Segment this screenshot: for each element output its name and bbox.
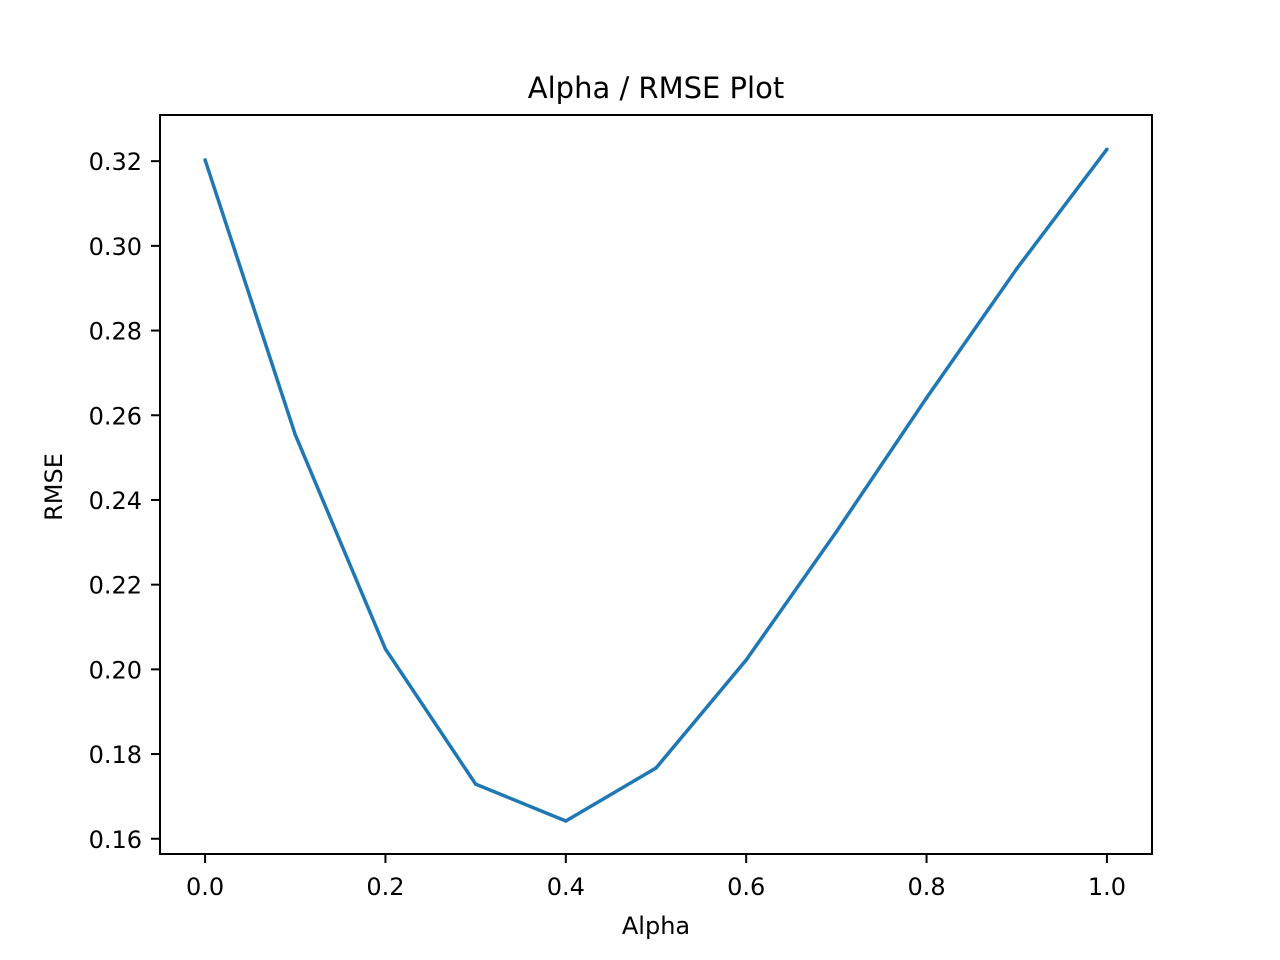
y-axis-label: RMSE bbox=[40, 453, 68, 521]
data-point bbox=[383, 647, 388, 651]
x-tick-label: 0.4 bbox=[547, 873, 585, 901]
x-tick-label: 0.6 bbox=[727, 873, 765, 901]
x-tick-label: 0.8 bbox=[907, 873, 945, 901]
chart-title: Alpha / RMSE Plot bbox=[528, 71, 784, 105]
x-tick-label: 0.0 bbox=[186, 873, 224, 901]
y-tick-label: 0.22 bbox=[89, 572, 142, 600]
y-tick-label: 0.24 bbox=[89, 487, 142, 515]
data-point bbox=[744, 658, 748, 662]
data-point bbox=[293, 432, 298, 437]
x-tick-label: 1.0 bbox=[1088, 873, 1126, 901]
data-point bbox=[834, 529, 839, 534]
data-point bbox=[1105, 147, 1109, 152]
y-tick-label: 0.18 bbox=[89, 741, 142, 769]
data-point bbox=[203, 158, 207, 162]
x-axis-label: Alpha bbox=[622, 912, 690, 940]
data-point bbox=[1014, 266, 1019, 271]
y-tick-label: 0.26 bbox=[89, 402, 142, 430]
y-tick-label: 0.16 bbox=[89, 826, 142, 854]
y-tick-label: 0.20 bbox=[89, 656, 142, 684]
x-tick-label: 0.2 bbox=[366, 873, 404, 901]
y-axis-ticks: 0.16 0.18 0.20 0.22 0.24 0.26 0.28 0.30 0.32 bbox=[89, 148, 160, 854]
data-point bbox=[564, 819, 568, 823]
y-tick-label: 0.32 bbox=[89, 148, 142, 176]
y-tick-label: 0.30 bbox=[89, 233, 142, 261]
y-tick-label: 0.28 bbox=[89, 318, 142, 346]
series-layer bbox=[203, 147, 1109, 823]
data-point bbox=[473, 782, 478, 786]
data-point bbox=[924, 396, 929, 400]
plot-area-frame bbox=[159, 114, 1153, 855]
x-axis-ticks: 0.0 0.2 0.4 0.6 0.8 1.0 bbox=[186, 854, 1126, 901]
data-point bbox=[654, 766, 658, 770]
